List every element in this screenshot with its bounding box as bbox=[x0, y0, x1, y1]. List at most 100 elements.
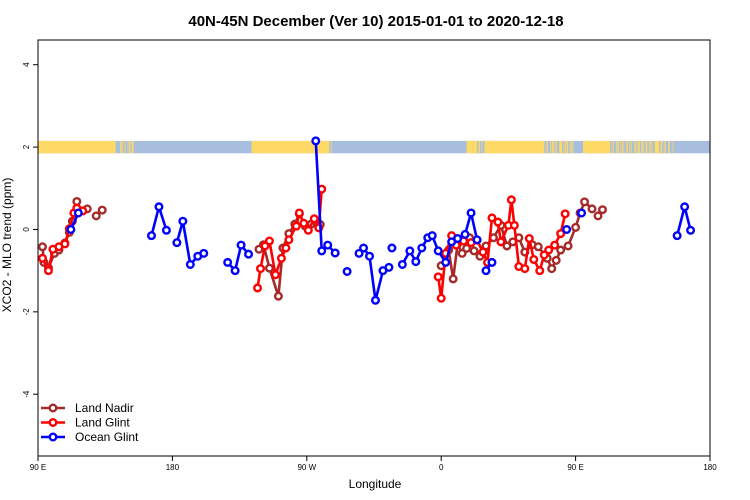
legend-swatch-marker-0 bbox=[48, 403, 58, 413]
series-0-point-3-26 bbox=[587, 204, 597, 214]
series-0-point-2-2 bbox=[264, 263, 274, 273]
series-2-point-8-1 bbox=[405, 246, 415, 256]
series-1-point-0-0 bbox=[37, 253, 47, 263]
band-land-segment-42 bbox=[638, 140, 640, 154]
series-2-point-3-0 bbox=[223, 257, 233, 267]
series-2-point-8-6 bbox=[433, 246, 443, 256]
band-land-segment-23 bbox=[565, 140, 566, 154]
series-1-point-1-9 bbox=[294, 208, 304, 218]
x-tick-label-4: 90 E bbox=[567, 463, 583, 472]
series-0-point-1-0 bbox=[91, 211, 101, 221]
band-land-segment-7 bbox=[132, 140, 134, 154]
series-2-point-6-5 bbox=[384, 262, 394, 272]
x-tick-label-5: 180 bbox=[703, 463, 717, 472]
series-1-point-1-0 bbox=[253, 283, 263, 293]
series-2-line-3 bbox=[226, 243, 250, 272]
x-tick-label-1: 180 bbox=[166, 463, 180, 472]
series-0-point-3-7 bbox=[469, 246, 479, 256]
series-0-point-1-1 bbox=[97, 205, 107, 215]
band-land-segment-9 bbox=[330, 140, 332, 154]
band-land-segment-19 bbox=[554, 140, 556, 154]
band-land-segment-48 bbox=[651, 140, 653, 154]
band-land-segment-28 bbox=[583, 140, 610, 154]
band-land-segment-46 bbox=[648, 140, 650, 154]
series-1-point-2-23 bbox=[550, 240, 560, 250]
legend-label-0: Land Nadir bbox=[75, 401, 134, 415]
band-land-segment-32 bbox=[617, 140, 619, 154]
land-ocean-band bbox=[38, 140, 710, 154]
series-2-point-8-5 bbox=[427, 231, 437, 241]
legend-item-1: Land Glint bbox=[41, 416, 130, 430]
series-2-point-3-2 bbox=[236, 240, 246, 250]
y-tick-label-1: -2 bbox=[22, 308, 31, 316]
series-2-point-0-0 bbox=[66, 224, 76, 234]
series-2-point-6-1 bbox=[359, 243, 369, 253]
series-2-point-7-0 bbox=[387, 243, 397, 253]
band-land-segment-0 bbox=[38, 140, 116, 154]
series-0-point-3-17 bbox=[533, 242, 543, 252]
series-1-point-2-24 bbox=[556, 229, 566, 239]
series-2-point-8-9 bbox=[453, 234, 463, 244]
band-land-segment-5 bbox=[129, 140, 130, 154]
band-land-segment-50 bbox=[660, 140, 663, 154]
series-1-point-1-1 bbox=[256, 264, 266, 274]
legend-swatch-marker-1 bbox=[48, 418, 58, 428]
band-land-segment-54 bbox=[672, 140, 674, 154]
band-land-segment-8 bbox=[251, 140, 330, 154]
series-1-point-2-25 bbox=[560, 209, 570, 219]
series-2-point-2-4 bbox=[199, 248, 209, 258]
plot-frame bbox=[37, 39, 711, 457]
series-2-point-8-2 bbox=[411, 257, 421, 267]
chart-title: 40N-45N December (Ver 10) 2015-01-01 to … bbox=[188, 13, 563, 30]
series-2-point-1-2 bbox=[161, 225, 171, 235]
band-land-segment-16 bbox=[550, 140, 552, 154]
series-0-point-3-19 bbox=[547, 264, 557, 274]
series-2-point-5-0 bbox=[342, 266, 352, 276]
series-2-point-12-1 bbox=[680, 202, 690, 212]
series-2-point-10-0 bbox=[562, 224, 572, 234]
series-1-point-1-6 bbox=[281, 243, 291, 253]
series-1-point-2-17 bbox=[520, 264, 530, 274]
series-2-point-6-0 bbox=[354, 248, 364, 258]
legend-label-2: Ocean Glint bbox=[75, 430, 139, 444]
y-axis: -4 -2 0 2 4 bbox=[22, 62, 38, 398]
series-2-point-3-3 bbox=[244, 249, 254, 259]
band-land-segment-14 bbox=[545, 140, 547, 154]
series-2-point-2-1 bbox=[178, 216, 188, 226]
series-1-point-2-20 bbox=[535, 266, 545, 276]
series-1-point-2-15 bbox=[509, 220, 519, 230]
band-land-segment-11 bbox=[478, 140, 481, 154]
band-land-segment-31 bbox=[615, 140, 617, 154]
legend-item-0: Land Nadir bbox=[41, 401, 134, 415]
series-2-point-12-2 bbox=[686, 225, 696, 235]
band-land-segment-13 bbox=[484, 140, 545, 154]
band-land-segment-20 bbox=[556, 140, 557, 154]
band-land-segment-41 bbox=[636, 140, 638, 154]
y-tick-label-2: 0 bbox=[22, 227, 31, 232]
series-1-point-1-11 bbox=[303, 225, 313, 235]
x-tick-label-0: 90 E bbox=[30, 463, 46, 472]
x-tick-label-3: 0 bbox=[439, 463, 444, 472]
series-2-point-12-0 bbox=[672, 231, 682, 241]
series-2-point-8-11 bbox=[466, 208, 476, 218]
band-land-segment-26 bbox=[571, 140, 572, 154]
y-tick-label-3: 2 bbox=[22, 144, 31, 149]
series-0-point-3-2 bbox=[448, 274, 458, 284]
series-1-point-0-1 bbox=[43, 266, 53, 276]
band-land-segment-12 bbox=[481, 140, 483, 154]
band-land-segment-51 bbox=[663, 140, 665, 154]
band-land-segment-40 bbox=[635, 140, 637, 154]
band-land-segment-38 bbox=[630, 140, 632, 154]
series-1-point-1-12 bbox=[309, 214, 319, 224]
band-land-segment-10 bbox=[466, 140, 478, 154]
series-2-point-2-0 bbox=[172, 238, 182, 248]
band-land-segment-25 bbox=[569, 140, 571, 154]
series-2 bbox=[66, 136, 696, 305]
band-land-segment-30 bbox=[612, 140, 614, 154]
band-land-segment-35 bbox=[623, 140, 625, 154]
series-1-point-2-12 bbox=[496, 237, 506, 247]
x-axis-title: Longitude bbox=[349, 477, 402, 491]
y-tick-label-0: -4 bbox=[22, 390, 31, 398]
series-1-point-2-0 bbox=[433, 272, 443, 282]
